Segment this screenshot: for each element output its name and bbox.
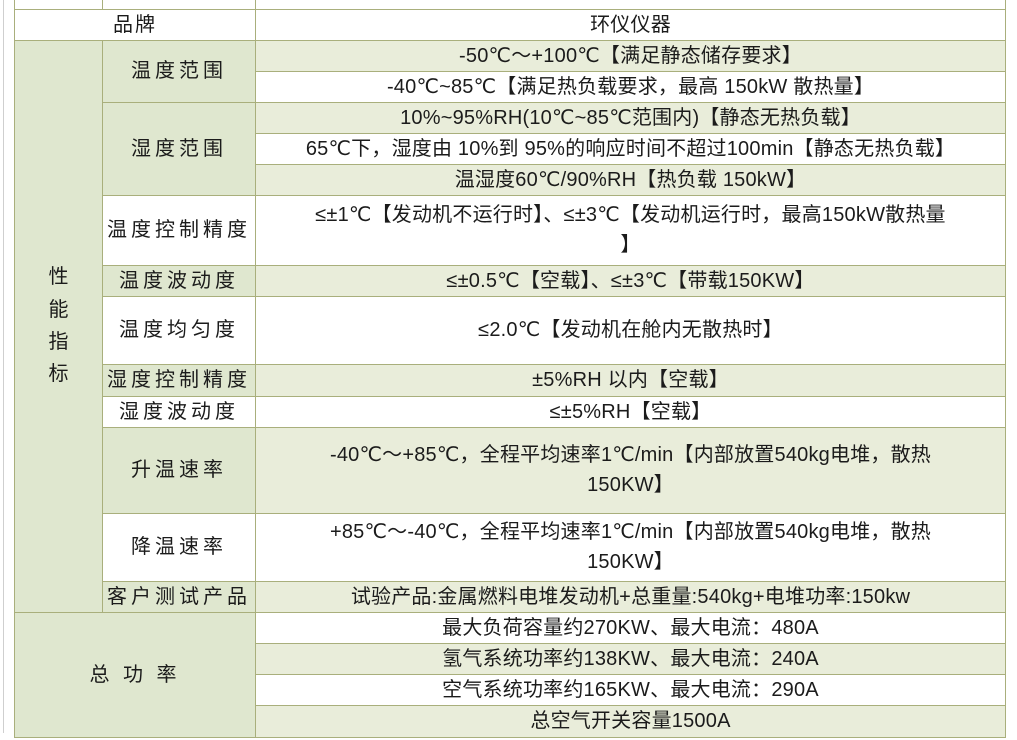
clipped-cell-c — [255, 0, 1006, 10]
performance-title-text: 性能指标 — [48, 266, 69, 386]
total-power-value-2: 氢气系统功率约138KW、最大电流：240A — [255, 642, 1006, 675]
total-power-row-3: 空气系统功率约165KW、最大电流：290A — [15, 673, 1006, 706]
clipped-cell-a — [14, 0, 103, 10]
heating-rate-value: -40℃～+85℃，全程平均速率1℃/min【内部放置540kg电堆，散热 15… — [255, 426, 1006, 514]
humidity-range-row-2: 65℃下，湿度由 10%到 95%的响应时间不超过100min【静态无热负载】 — [15, 132, 1006, 165]
temp-control-accuracy-label-cell: 温度控制精度 — [102, 194, 256, 266]
page-edge-line — [3, 0, 4, 733]
clipped-cell-b — [102, 0, 256, 10]
temp-range-label-cell: 温度范围 — [102, 39, 256, 103]
humidity-range-row-3: 温湿度60℃/90%RH【热负载 150kW】 — [15, 163, 1006, 196]
temp-fluctuation-row: 温度波动度 ≤±0.5℃【空载】、≤±3℃【带载150KW】 — [15, 264, 1006, 297]
humidity-range-label-cell: 湿度范围 — [102, 101, 256, 196]
cooling-rate-row: 降温速率 +85℃～-40℃，全程平均速率1℃/min【内部放置540kg电堆，… — [15, 512, 1006, 582]
customer-product-label-cell: 客户测试产品 — [102, 580, 256, 613]
temp-uniformity-value: ≤2.0℃【发动机在舱内无散热时】 — [255, 295, 1006, 365]
total-power-row-1: 总 功 率 最大负荷容量约270KW、最大电流：480A — [14, 611, 1006, 738]
heating-rate-label-cell: 升温速率 — [102, 426, 256, 514]
humidity-range-row-1: 湿度范围 10%~95%RH(10℃~85℃范围内)【静态无热负载】 — [15, 101, 1006, 196]
humidity-fluctuation-row: 湿度波动度 ≤±5%RH【空载】 — [15, 395, 1006, 428]
customer-product-value: 试验产品:金属燃料电堆发动机+总重量:540kg+电堆功率:150kw — [255, 580, 1006, 613]
humidity-control-accuracy-label-cell: 湿度控制精度 — [102, 363, 256, 397]
performance-title-cell: 性能指标 — [14, 39, 103, 613]
humidity-range-value-1: 10%~95%RH(10℃~85℃范围内)【静态无热负载】 — [255, 101, 1006, 134]
brand-value-cell: 环仪仪器 — [255, 8, 1006, 41]
spec-table: 品牌 环仪仪器 性能指标 温度范围 -50℃～+100℃【满足静态储存要求】 -… — [14, 0, 1006, 738]
temp-uniformity-row: 温度均匀度 ≤2.0℃【发动机在舱内无散热时】 — [15, 295, 1006, 365]
clipped-row — [14, 0, 1006, 10]
temp-fluctuation-label-cell: 温度波动度 — [102, 264, 256, 297]
total-power-value-4: 总空气开关容量1500A — [255, 704, 1006, 738]
temp-range-row-2: -40℃~85℃【满足热负载要求，最高 150kW 散热量】 — [15, 70, 1006, 103]
total-power-row-4: 总空气开关容量1500A — [15, 704, 1006, 738]
humidity-control-accuracy-row: 湿度控制精度 ±5%RH 以内【空载】 — [15, 363, 1006, 397]
cooling-rate-label-cell: 降温速率 — [102, 512, 256, 582]
temp-range-row-1: 性能指标 温度范围 -50℃～+100℃【满足静态储存要求】 — [14, 39, 1006, 613]
temp-control-accuracy-value: ≤±1℃【发动机不运行时】、≤±3℃【发动机运行时，最高150kW散热量 】 — [255, 194, 1006, 266]
cooling-rate-value: +85℃～-40℃，全程平均速率1℃/min【内部放置540kg电堆，散热 15… — [255, 512, 1006, 582]
humidity-control-accuracy-value: ±5%RH 以内【空载】 — [255, 363, 1006, 397]
heating-rate-row: 升温速率 -40℃～+85℃，全程平均速率1℃/min【内部放置540kg电堆，… — [15, 426, 1006, 514]
humidity-fluctuation-label-cell: 湿度波动度 — [102, 395, 256, 428]
customer-product-row: 客户测试产品 试验产品:金属燃料电堆发动机+总重量:540kg+电堆功率:150… — [15, 580, 1006, 613]
total-power-row-2: 氢气系统功率约138KW、最大电流：240A — [15, 642, 1006, 675]
brand-row: 品牌 环仪仪器 — [14, 8, 1006, 41]
total-power-label-cell: 总 功 率 — [14, 611, 256, 738]
temp-fluctuation-value: ≤±0.5℃【空载】、≤±3℃【带载150KW】 — [255, 264, 1006, 297]
humidity-range-value-3: 温湿度60℃/90%RH【热负载 150kW】 — [255, 163, 1006, 196]
temp-range-value-1: -50℃～+100℃【满足静态储存要求】 — [255, 39, 1006, 72]
humidity-fluctuation-value: ≤±5%RH【空载】 — [255, 395, 1006, 428]
total-power-value-3: 空气系统功率约165KW、最大电流：290A — [255, 673, 1006, 706]
total-power-value-1: 最大负荷容量约270KW、最大电流：480A — [255, 611, 1006, 644]
temp-control-accuracy-row: 温度控制精度 ≤±1℃【发动机不运行时】、≤±3℃【发动机运行时，最高150kW… — [15, 194, 1006, 266]
humidity-range-value-2: 65℃下，湿度由 10%到 95%的响应时间不超过100min【静态无热负载】 — [255, 132, 1006, 165]
temp-uniformity-label-cell: 温度均匀度 — [102, 295, 256, 365]
brand-label-cell: 品牌 — [14, 8, 256, 41]
temp-range-value-2: -40℃~85℃【满足热负载要求，最高 150kW 散热量】 — [255, 70, 1006, 103]
